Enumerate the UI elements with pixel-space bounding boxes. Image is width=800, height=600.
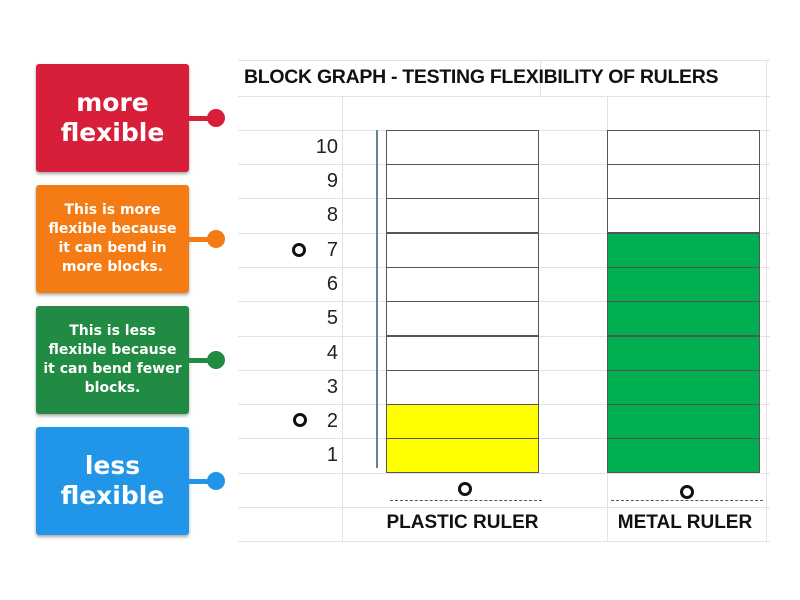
card-connector [189,116,211,121]
y-tick-7: 7 [326,239,338,261]
card-connector [189,358,211,363]
answer-line-metal [611,500,763,501]
bar-block-8 [607,198,760,233]
bar-block-7 [386,233,539,268]
gridline [238,507,770,508]
y-tick-2: 2 [326,410,338,432]
card-less-flexible[interactable]: less flexible [36,427,189,535]
y-tick-3: 3 [326,376,338,398]
bar-block-1 [386,438,539,473]
y-tick-6: 6 [326,273,338,295]
drop-target-marker-2[interactable] [293,413,307,427]
card-connector [189,237,211,242]
bar-block-2 [607,404,760,439]
card-connector [189,479,211,484]
y-tick-10: 10 [315,136,338,158]
bar-block-9 [386,164,539,199]
gridline [238,541,770,542]
bar-block-9 [607,164,760,199]
card-drag-handle-dot[interactable] [207,472,225,490]
drop-target-marker-metal[interactable] [680,485,694,499]
gridline [342,96,343,542]
card-drag-handle-dot[interactable] [207,109,225,127]
y-tick-1: 1 [326,444,338,466]
bar-block-7 [607,233,760,268]
card-drag-handle-dot[interactable] [207,230,225,248]
bar-block-6 [607,267,760,302]
drop-target-marker-7[interactable] [292,243,306,257]
card-text: less flexible [60,451,165,510]
category-label-metal: METAL RULER [617,512,753,533]
drop-target-marker-plastic[interactable] [458,482,472,496]
card-text: This is less flexible because it can ben… [43,323,182,396]
card-more-flexible[interactable]: more flexible [36,64,189,172]
chart-title: BLOCK GRAPH - TESTING FLEXIBILITY OF RUL… [244,66,719,88]
bar-block-2 [386,404,539,439]
bar-block-6 [386,267,539,302]
gridline [238,96,770,97]
bar-block-4 [607,336,760,371]
card-text: more flexible [60,88,165,147]
y-axis-line [376,130,378,468]
bar-block-8 [386,198,539,233]
answer-line-plastic [390,500,542,501]
gridline [238,473,770,474]
bar-block-10 [386,130,539,165]
card-less-flexible-reason[interactable]: This is less flexible because it can ben… [36,306,189,414]
y-tick-4: 4 [326,342,338,364]
bar-block-3 [386,370,539,405]
bar-block-1 [607,438,760,473]
bar-block-5 [386,301,539,336]
gridline [766,60,767,542]
bar-block-5 [607,301,760,336]
y-tick-5: 5 [326,307,338,329]
card-drag-handle-dot[interactable] [207,351,225,369]
card-text: This is more flexible because it can ben… [48,202,177,275]
gridline [238,60,770,61]
category-label-plastic: PLASTIC RULER [386,512,539,533]
bar-block-3 [607,370,760,405]
bar-block-10 [607,130,760,165]
y-tick-9: 9 [326,170,338,192]
bar-block-4 [386,336,539,371]
card-more-flexible-reason[interactable]: This is more flexible because it can ben… [36,185,189,293]
y-tick-8: 8 [326,204,338,226]
